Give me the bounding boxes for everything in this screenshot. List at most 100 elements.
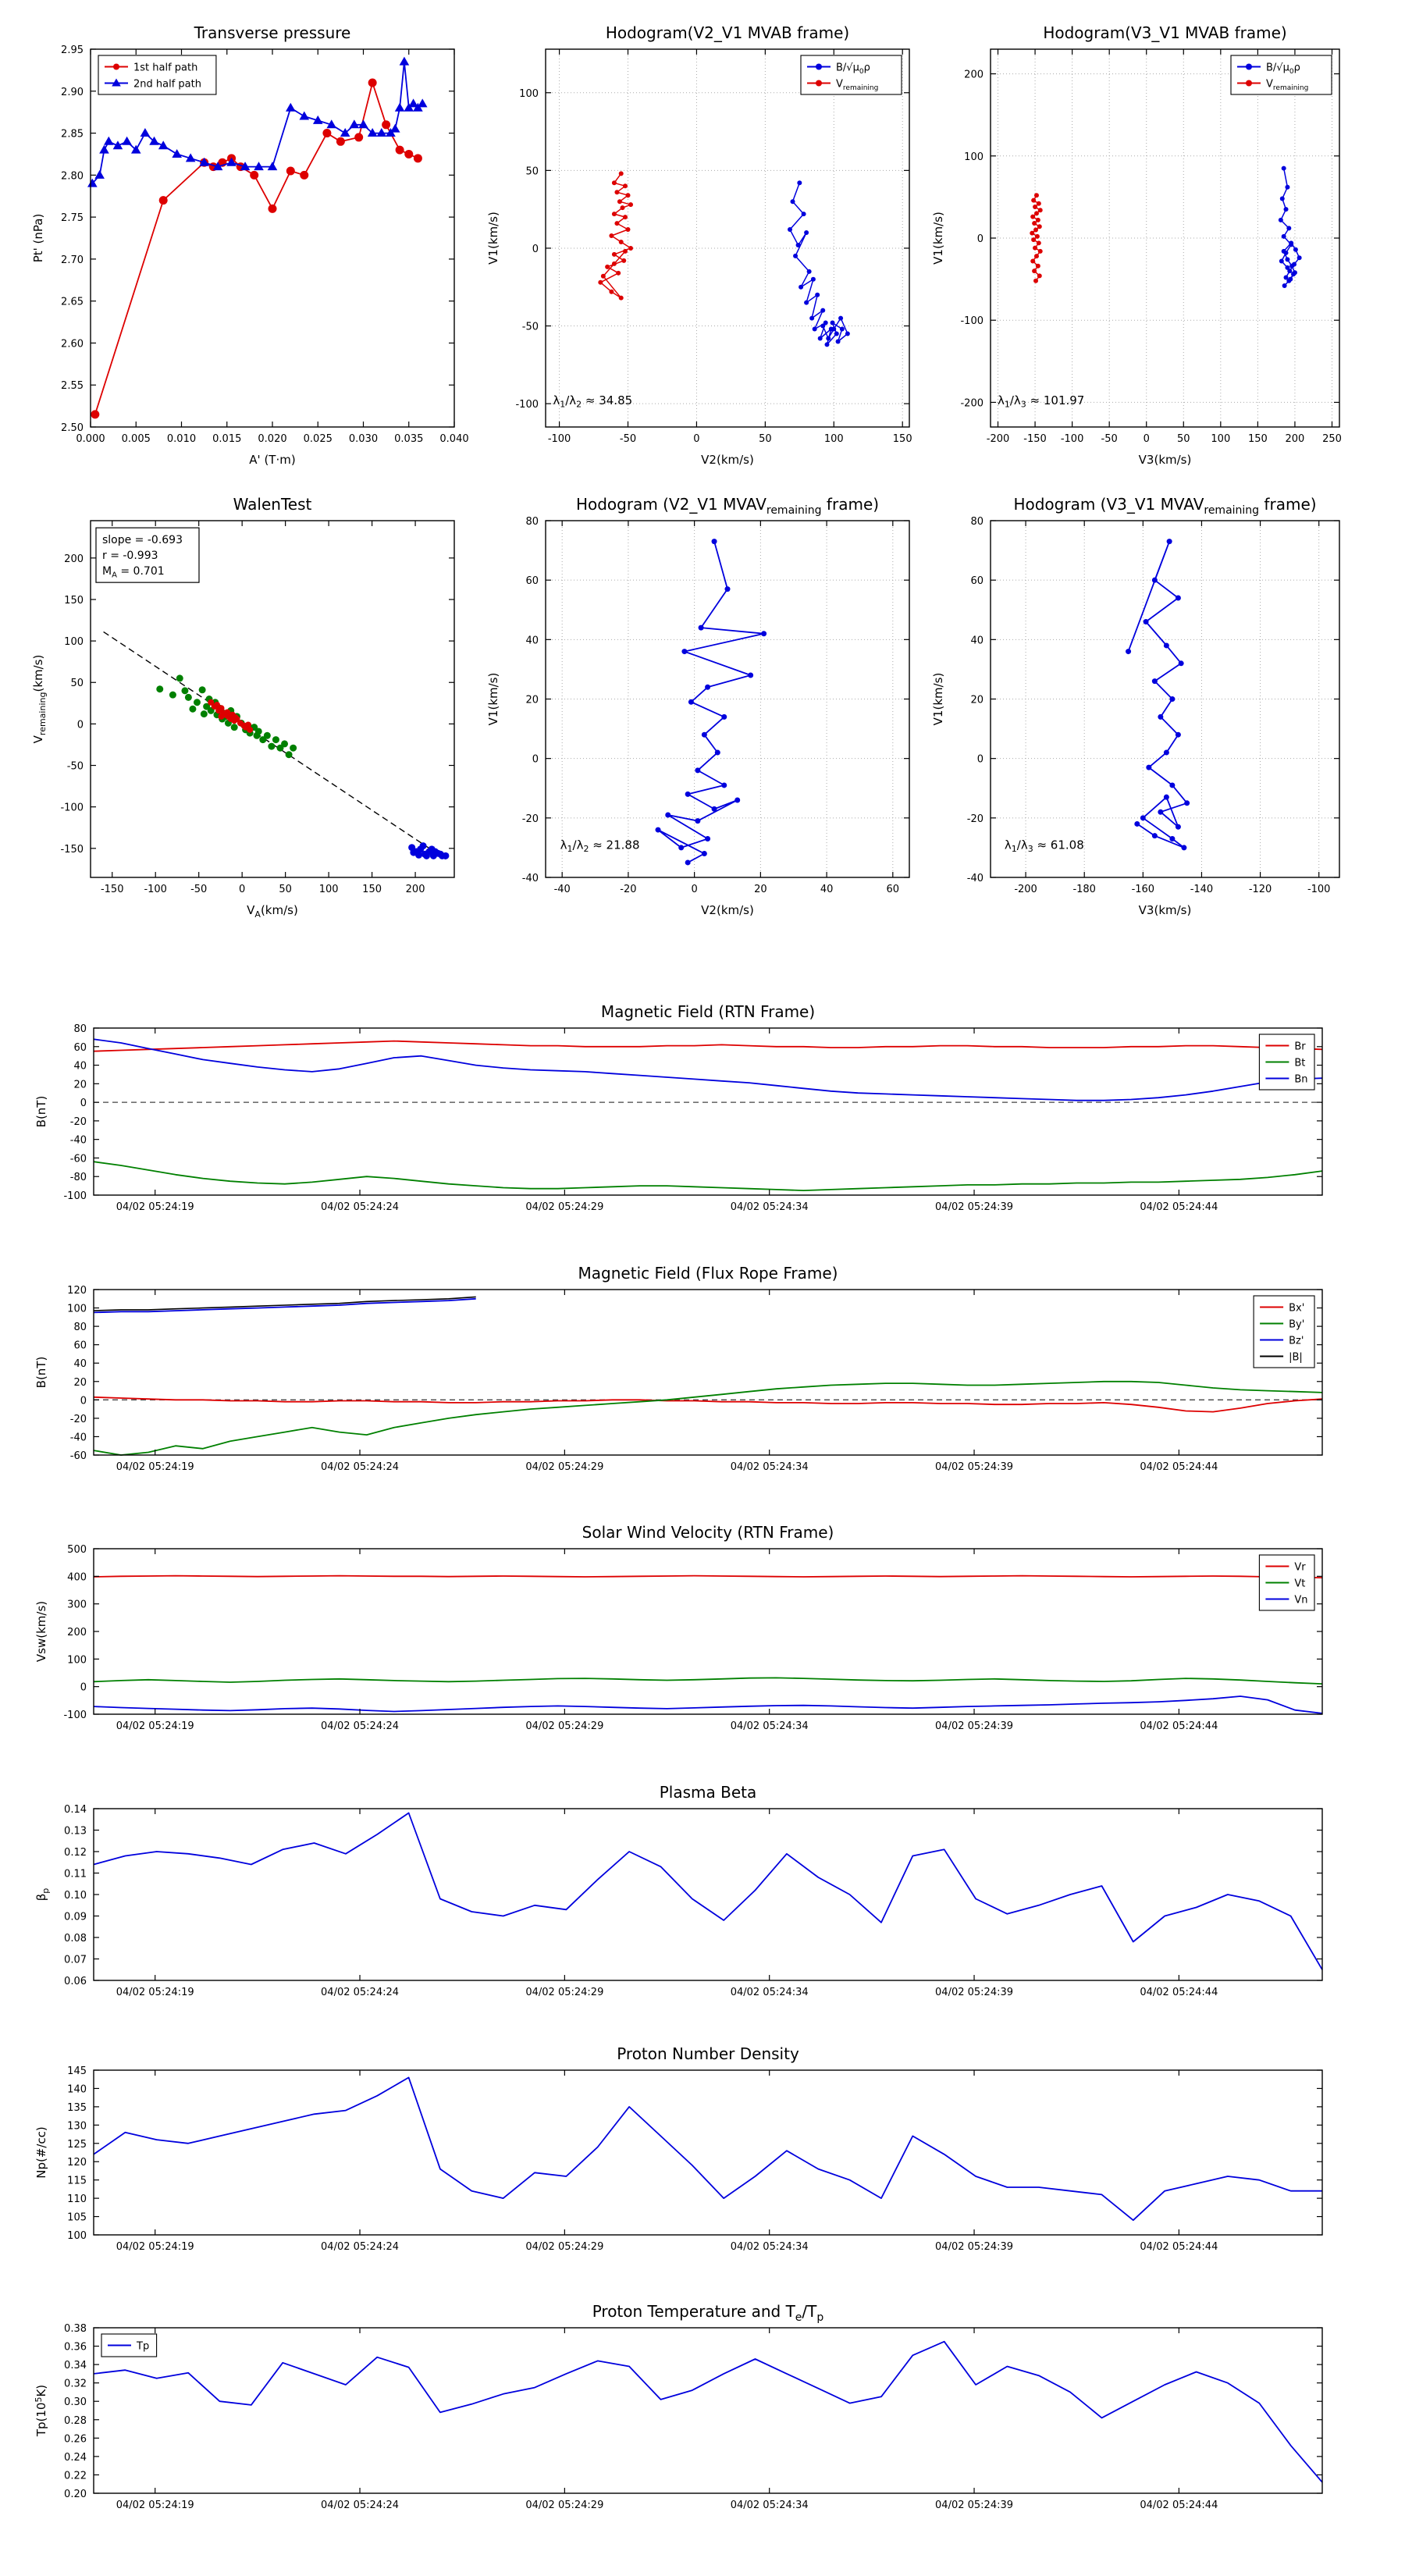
- y-tick-label: -20: [70, 1116, 87, 1128]
- y-tick-label: -60: [70, 1153, 87, 1165]
- chart-magnetic-field-flux-rope: 04/02 05:24:19 04/02 05:24:24 04/02 05:24:…: [8, 1254, 1397, 1478]
- y-tick-label: -100: [60, 802, 84, 814]
- chart-solar-wind-velocity: 04/02 05:24:19 04/02 05:24:24 04/02 05:24:…: [8, 1514, 1397, 1738]
- x-tick-label: 0.005: [122, 433, 151, 445]
- x-tick-label: 200: [1286, 433, 1305, 445]
- y-tick-label: 0: [532, 244, 539, 255]
- y-tick-label: 50: [525, 165, 539, 177]
- chart-title: Proton Temperature and Te/Tp: [592, 2302, 824, 2324]
- x-tick-label: 04/02 05:24:39: [935, 1720, 1013, 1732]
- x-axis-label: V3(km/s): [1139, 453, 1192, 467]
- y-tick-label: 50: [70, 678, 84, 689]
- chart-svg: -200 -180 -160 -140 -120 -100-40-20020406080H…: [931, 495, 1340, 917]
- y-tick-label: 0.20: [64, 2489, 87, 2500]
- x-tick-label: -120: [1249, 884, 1272, 895]
- x-tick-label: 0: [1144, 433, 1150, 445]
- x-tick-label: -150: [1023, 433, 1047, 445]
- legend: B/√μ0ρ Vremaining: [800, 55, 902, 95]
- y-tick-label: -20: [522, 813, 539, 825]
- y-tick-label: 100: [67, 2230, 87, 2242]
- x-tick-label: 0: [693, 433, 699, 445]
- x-tick-label: 04/02 05:24:34: [731, 2500, 809, 2511]
- x-tick-label: 04/02 05:24:24: [321, 1987, 399, 1998]
- x-tick-label: 04/02 05:24:29: [525, 2500, 603, 2511]
- chart-title: Hodogram (V2_V1 MVAVremaining frame): [576, 495, 879, 517]
- chart-svg: -150 -100 -50 0 50 100 150 200 -150 -100 -50 0 50 100…: [31, 495, 455, 920]
- y-tick-label: -50: [522, 322, 539, 333]
- y-tick-label: 0.13: [64, 1826, 87, 1838]
- chart-hodogram-v2v1-mvav: -40 -20 0 20 40 60 -40 -20 0 20 40 60 80 Hodogram (V2…: [463, 473, 931, 928]
- x-tick-label: 0.010: [167, 433, 196, 445]
- y-tick-label: -60: [70, 1450, 87, 1462]
- legend: Tp: [101, 2333, 158, 2357]
- x-tick-label: 0.015: [212, 433, 241, 445]
- x-tick-label: 04/02 05:24:34: [731, 2241, 809, 2253]
- chart-svg: 04/02 05:24:19 04/02 05:24:24 04/02 05:24:…: [34, 1783, 1323, 1998]
- y-tick-label: -40: [70, 1432, 87, 1443]
- y-tick-label: 100: [64, 636, 84, 648]
- x-tick-label: 04/02 05:24:24: [321, 2241, 399, 2253]
- y-tick-label: 200: [964, 69, 984, 81]
- y-tick-label: -40: [967, 873, 984, 884]
- x-tick-label: 04/02 05:24:39: [935, 1987, 1013, 1998]
- y-tick-label: 2.60: [61, 338, 84, 350]
- legend-label: Bt: [1294, 1058, 1305, 1069]
- x-tick-label: 04/02 05:24:29: [525, 1201, 603, 1213]
- x-tick-label: 50: [1177, 433, 1190, 445]
- y-tick-label: 0.30: [64, 2396, 87, 2408]
- x-tick-label: 04/02 05:24:19: [116, 1987, 194, 1998]
- y-tick-label: 0: [77, 719, 84, 731]
- y-tick-label: 0: [532, 754, 539, 766]
- y-tick-label: 40: [73, 1061, 87, 1073]
- legend-label: By': [1289, 1319, 1304, 1331]
- y-tick-label: 0.36: [64, 2342, 87, 2354]
- y-tick-label: 80: [73, 1322, 87, 1333]
- x-tick-label: 04/02 05:24:24: [321, 1201, 399, 1213]
- x-tick-label: 50: [759, 433, 772, 445]
- legend-label: Br: [1294, 1041, 1306, 1053]
- chart-title: Transverse pressure: [194, 23, 351, 42]
- x-tick-label: 04/02 05:24:19: [116, 1201, 194, 1213]
- y-tick-label: 200: [67, 1627, 87, 1638]
- x-tick-label: 150: [1248, 433, 1268, 445]
- y-tick-label: 60: [73, 1340, 87, 1352]
- x-axis-label: V2(km/s): [701, 453, 754, 467]
- legend: 1st half path 2nd half path: [98, 55, 217, 95]
- x-tick-label: 04/02 05:24:24: [321, 1461, 399, 1473]
- x-tick-label: 0.000: [76, 433, 105, 445]
- legend-label: Vt: [1294, 1578, 1305, 1590]
- legend: Br Bt Bn: [1258, 1034, 1315, 1091]
- x-tick-label: 04/02 05:24:34: [731, 1461, 809, 1473]
- chart-transverse-pressure: 0.000 0.005 0.010 0.015 0.020 0.025 0.030 0.035…: [8, 2, 476, 478]
- y-tick-label: 0.07: [64, 1955, 87, 1966]
- x-tick-label: 04/02 05:24:44: [1140, 2241, 1218, 2253]
- x-tick-label: 100: [319, 884, 339, 895]
- y-tick-label: 145: [67, 2065, 87, 2077]
- x-tick-label: 100: [824, 433, 844, 445]
- annotation-line: MA = 0.701: [102, 565, 165, 580]
- y-tick-label: 80: [525, 516, 539, 528]
- y-tick-label: -200: [960, 397, 984, 409]
- y-tick-label: 100: [67, 1304, 87, 1315]
- x-tick-label: -100: [1307, 884, 1331, 895]
- y-tick-label: 300: [67, 1599, 87, 1611]
- chart-title: Proton Number Density: [617, 2044, 799, 2063]
- legend-label: Bn: [1294, 1074, 1307, 1086]
- x-tick-label: 04/02 05:24:44: [1140, 1720, 1218, 1732]
- x-tick-label: 150: [893, 433, 912, 445]
- y-tick-label: 100: [67, 1654, 87, 1666]
- y-tick-label: 40: [525, 635, 539, 646]
- x-tick-label: -200: [1014, 884, 1037, 895]
- y-tick-label: 60: [73, 1042, 87, 1054]
- legend-label: Vremaining: [1266, 79, 1308, 92]
- y-tick-label: 0.09: [64, 1912, 87, 1923]
- y-tick-label: 2.50: [61, 422, 84, 434]
- y-tick-label: 0.28: [64, 2415, 87, 2427]
- legend-label: B/√μ0ρ: [836, 62, 870, 76]
- x-tick-label: 04/02 05:24:19: [116, 2241, 194, 2253]
- y-tick-label: 2.55: [61, 380, 84, 392]
- x-tick-label: 04/02 05:24:44: [1140, 2500, 1218, 2511]
- legend-label: 2nd half path: [133, 79, 201, 91]
- x-tick-label: -50: [1101, 433, 1118, 445]
